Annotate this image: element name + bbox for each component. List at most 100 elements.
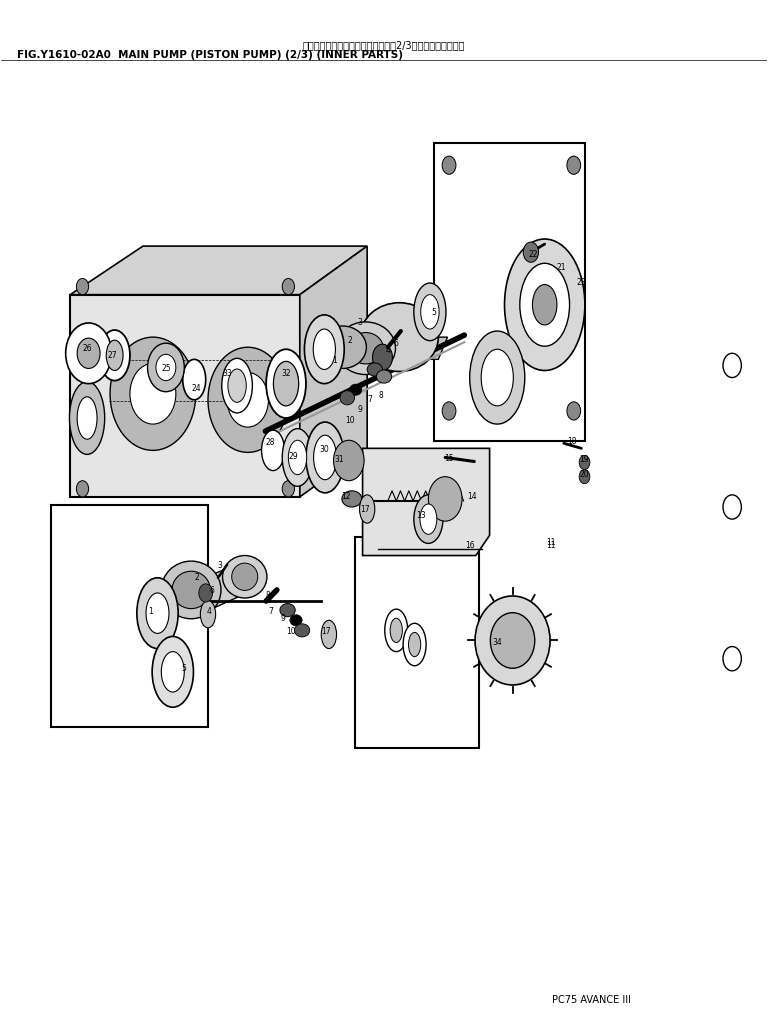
Circle shape [282,279,294,295]
Ellipse shape [385,609,408,652]
Text: メインポンプ（ピストンポンプ）（2/3）（インナパーツ）: メインポンプ（ピストンポンプ）（2/3）（インナパーツ） [303,40,465,50]
Text: 18: 18 [567,437,576,446]
Ellipse shape [228,369,247,403]
Ellipse shape [290,614,302,626]
Text: 24: 24 [192,384,201,393]
Ellipse shape [367,363,382,376]
Text: 32: 32 [281,369,291,378]
Ellipse shape [421,295,439,329]
Ellipse shape [152,637,194,707]
Circle shape [76,481,88,497]
Ellipse shape [294,624,310,637]
Text: 23: 23 [577,278,586,287]
Ellipse shape [223,556,267,598]
Text: 10: 10 [345,416,354,425]
Text: 13: 13 [416,511,425,519]
Ellipse shape [266,349,306,418]
Circle shape [523,242,538,263]
Text: 2: 2 [347,336,352,345]
Text: 7: 7 [268,606,273,615]
Polygon shape [362,448,490,556]
Polygon shape [70,246,367,295]
Ellipse shape [490,612,535,668]
Circle shape [199,584,213,602]
Text: 15: 15 [444,454,454,463]
Ellipse shape [359,495,375,523]
Ellipse shape [336,322,396,374]
Ellipse shape [183,359,206,400]
Text: 29: 29 [289,452,299,461]
Text: 3: 3 [357,318,362,328]
Text: PC75 AVANCE III: PC75 AVANCE III [552,995,631,1005]
Ellipse shape [161,561,221,619]
Text: 20: 20 [580,470,589,480]
Ellipse shape [172,571,210,608]
Ellipse shape [273,361,299,406]
Ellipse shape [409,633,421,657]
Circle shape [429,477,462,521]
Ellipse shape [505,239,585,370]
Ellipse shape [420,504,437,534]
Ellipse shape [414,283,446,341]
Ellipse shape [69,381,104,454]
Text: 8: 8 [265,591,270,600]
Ellipse shape [99,330,130,380]
Text: 19: 19 [580,455,589,464]
Ellipse shape [161,652,184,692]
Ellipse shape [137,578,178,649]
Ellipse shape [520,264,570,346]
Ellipse shape [532,285,557,324]
Ellipse shape [321,621,336,649]
Ellipse shape [470,331,525,424]
Ellipse shape [280,603,295,617]
Circle shape [442,156,456,174]
Text: 31: 31 [335,455,344,464]
Text: 5: 5 [181,664,186,673]
Ellipse shape [475,596,550,685]
Bar [434,143,585,441]
Text: 7: 7 [368,395,372,405]
Text: 11: 11 [546,537,555,547]
Text: 1: 1 [148,606,153,615]
Circle shape [147,343,184,391]
Circle shape [372,344,392,370]
Text: 12: 12 [341,493,350,501]
Circle shape [567,156,581,174]
Text: 6: 6 [210,586,214,595]
Circle shape [333,440,364,481]
Ellipse shape [77,396,97,439]
Text: 30: 30 [319,445,329,454]
Ellipse shape [482,349,513,406]
Ellipse shape [348,333,383,364]
Text: 14: 14 [467,493,477,501]
Text: 34: 34 [492,638,502,647]
Text: 9: 9 [280,613,286,623]
Circle shape [66,322,111,383]
Text: 25: 25 [161,364,170,373]
Circle shape [110,337,196,450]
Bar [51,505,208,727]
Polygon shape [191,561,245,619]
Ellipse shape [403,624,426,666]
Ellipse shape [222,358,253,413]
Circle shape [156,354,176,380]
Ellipse shape [376,370,392,383]
Ellipse shape [304,315,344,383]
Bar [70,295,300,497]
Circle shape [282,481,294,497]
Text: 16: 16 [465,540,475,550]
Text: 21: 21 [557,263,566,272]
Circle shape [77,338,100,368]
Ellipse shape [342,491,362,507]
Circle shape [442,402,456,420]
Ellipse shape [306,422,344,493]
Text: FIG.Y1610-02A0  MAIN PUMP (PISTON PUMP) (2/3) (INNER PARTS): FIG.Y1610-02A0 MAIN PUMP (PISTON PUMP) (… [17,50,402,60]
Ellipse shape [232,563,258,590]
Polygon shape [360,337,448,359]
Ellipse shape [200,600,216,628]
Ellipse shape [414,495,443,544]
Text: 4: 4 [386,346,390,355]
Text: 22: 22 [528,249,538,259]
Text: 6: 6 [393,339,398,348]
Circle shape [76,279,88,295]
